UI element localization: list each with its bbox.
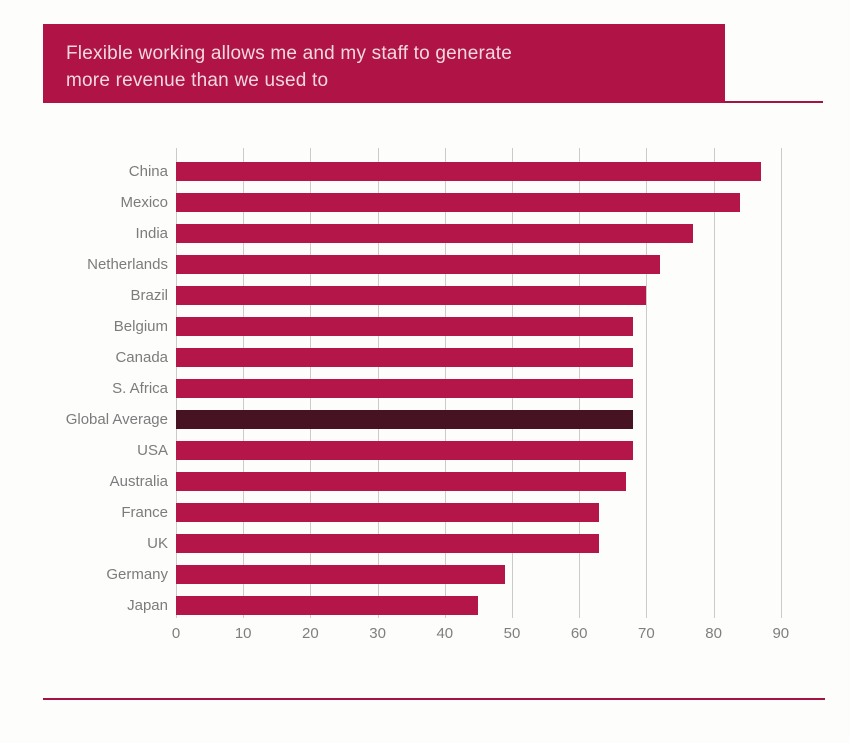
category-label: China	[128, 163, 168, 180]
x-axis: 0 10 20 30 40 50 60 70 80 90	[0, 625, 850, 647]
bar-france	[176, 503, 600, 522]
gridline-70	[646, 148, 648, 618]
bar-india	[176, 224, 694, 243]
category-label: Brazil	[130, 287, 168, 304]
category-label: India	[135, 225, 168, 242]
x-tick-label: 40	[436, 625, 454, 642]
chart-title-line1: Flexible working allows me and my staff …	[66, 43, 513, 64]
bar-s-africa	[176, 379, 633, 398]
bar-row: Australia	[0, 466, 850, 497]
bar-mexico	[176, 193, 741, 212]
bar-row: Canada	[0, 342, 850, 373]
bar-china	[176, 162, 761, 181]
bar-row: Mexico	[0, 187, 850, 218]
bar-row: France	[0, 497, 850, 528]
bar-netherlands	[176, 255, 660, 274]
x-tick-label: 0	[171, 625, 181, 642]
x-tick-label: 90	[772, 625, 790, 642]
chart-title-line2: more revenue than we used to	[66, 70, 329, 91]
bar-germany	[176, 565, 506, 584]
chart-title: Flexible working allows me and my staff …	[66, 40, 701, 94]
bar-belgium	[176, 317, 633, 336]
bar-row: Brazil	[0, 280, 850, 311]
category-label: Germany	[106, 566, 168, 583]
banner-tail-rule	[725, 101, 823, 103]
category-label: USA	[137, 442, 168, 459]
bar-japan	[176, 596, 479, 615]
bar-uk	[176, 534, 600, 553]
category-label: Mexico	[120, 194, 168, 211]
bar-row: China	[0, 156, 850, 187]
bar-row: Belgium	[0, 311, 850, 342]
bar-global-average	[176, 410, 633, 429]
bar-row: Japan	[0, 590, 850, 621]
bar-canada	[176, 348, 633, 367]
category-label: Belgium	[113, 318, 168, 335]
x-tick-label: 30	[369, 625, 386, 642]
bar-rows: China Mexico India Netherlands Brazil Belgium…	[0, 156, 850, 621]
bar-row: Global Average	[0, 404, 850, 435]
x-tick-label: 80	[705, 625, 722, 642]
x-tick-label: 20	[302, 625, 319, 642]
bar-row: UK	[0, 528, 850, 559]
bar-chart: China Mexico India Netherlands Brazil Belgium…	[0, 148, 850, 658]
x-tick-label: 60	[570, 625, 588, 642]
bar-usa	[176, 441, 633, 460]
x-tick-label: 10	[234, 625, 252, 642]
bar-row: USA	[0, 435, 850, 466]
bar-row: Netherlands	[0, 249, 850, 280]
bar-row: Germany	[0, 559, 850, 590]
x-tick-label: 70	[638, 625, 655, 642]
category-label: Australia	[109, 473, 168, 490]
category-label: Japan	[127, 597, 168, 614]
category-label: Netherlands	[87, 256, 168, 273]
footer-rule	[43, 698, 825, 700]
gridline-90	[780, 148, 782, 618]
title-banner: Flexible working allows me and my staff …	[43, 24, 725, 103]
category-label: S. Africa	[112, 380, 168, 397]
category-label: Canada	[115, 349, 168, 366]
bar-australia	[176, 472, 627, 491]
category-label: France	[121, 504, 168, 521]
category-label: Global Average	[65, 411, 168, 428]
bar-row: S. Africa	[0, 373, 850, 404]
category-label: UK	[147, 535, 168, 552]
bar-row: India	[0, 218, 850, 249]
gridline-80	[713, 148, 715, 618]
x-tick-label: 50	[503, 625, 521, 642]
bar-brazil	[176, 286, 647, 305]
